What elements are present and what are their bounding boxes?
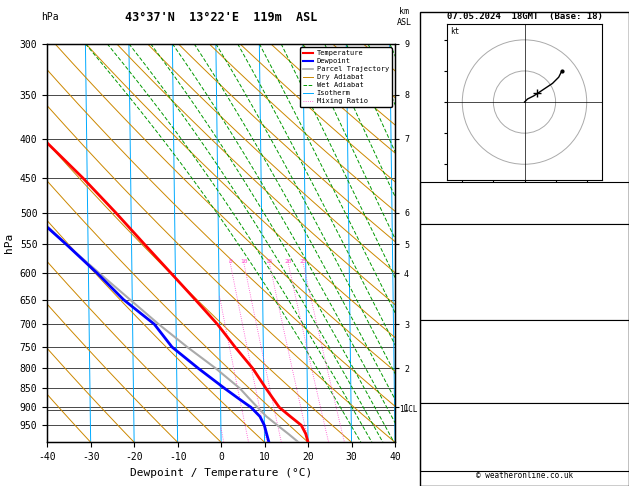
Text: 07.05.2024  18GMT  (Base: 18): 07.05.2024 18GMT (Base: 18) — [447, 12, 603, 21]
Text: 25: 25 — [299, 260, 306, 264]
Text: 20: 20 — [284, 260, 292, 264]
Text: 32: 32 — [616, 310, 626, 319]
Text: 999: 999 — [611, 332, 626, 341]
Text: 29: 29 — [616, 185, 626, 193]
Text: StmSpd (kt): StmSpd (kt) — [425, 461, 480, 470]
Text: 43°37'N  13°22'E  119m  ASL: 43°37'N 13°22'E 119m ASL — [125, 11, 317, 23]
Text: 32: 32 — [616, 393, 626, 401]
Text: hPa: hPa — [41, 12, 58, 22]
Text: Temp (°C): Temp (°C) — [425, 236, 470, 244]
Text: 48: 48 — [616, 198, 626, 208]
Text: Lifted Index: Lifted Index — [425, 362, 485, 371]
Text: Dewp (°C): Dewp (°C) — [425, 250, 470, 260]
Text: 8: 8 — [228, 260, 232, 264]
Text: 17.8: 17.8 — [606, 236, 626, 244]
Text: SREH: SREH — [425, 430, 445, 439]
Text: θₑ (K): θₑ (K) — [425, 347, 455, 356]
Text: 1: 1 — [621, 362, 626, 371]
Text: 315: 315 — [611, 265, 626, 274]
Text: 1: 1 — [621, 280, 626, 289]
Text: 45: 45 — [616, 378, 626, 386]
Text: 12: 12 — [616, 461, 626, 470]
Text: EH: EH — [425, 415, 435, 424]
Text: CIN (J): CIN (J) — [425, 310, 460, 319]
Text: 11.4: 11.4 — [606, 250, 626, 260]
Text: kt: kt — [450, 27, 459, 36]
Text: Hodograph: Hodograph — [502, 408, 547, 417]
Text: Most Unstable: Most Unstable — [492, 326, 557, 335]
Legend: Temperature, Dewpoint, Parcel Trajectory, Dry Adiabat, Wet Adiabat, Isotherm, Mi: Temperature, Dewpoint, Parcel Trajectory… — [300, 47, 391, 107]
Text: StmDir: StmDir — [425, 446, 455, 455]
Text: Pressure (mb): Pressure (mb) — [425, 332, 490, 341]
Text: 258°: 258° — [606, 446, 626, 455]
Text: CIN (J): CIN (J) — [425, 393, 460, 401]
Text: PW (cm): PW (cm) — [425, 212, 460, 221]
X-axis label: Dewpoint / Temperature (°C): Dewpoint / Temperature (°C) — [130, 468, 312, 478]
Text: Surface: Surface — [507, 229, 542, 239]
Text: 2.37: 2.37 — [606, 212, 626, 221]
Text: Lifted Index: Lifted Index — [425, 280, 485, 289]
Text: 45: 45 — [616, 295, 626, 304]
Text: 70: 70 — [616, 430, 626, 439]
Text: K: K — [425, 185, 430, 193]
Text: km
ASL: km ASL — [397, 7, 412, 27]
Text: 15: 15 — [265, 260, 273, 264]
Text: CAPE (J): CAPE (J) — [425, 295, 465, 304]
Text: 47: 47 — [616, 415, 626, 424]
Text: 315: 315 — [611, 347, 626, 356]
Y-axis label: hPa: hPa — [4, 233, 14, 253]
Text: © weatheronline.co.uk: © weatheronline.co.uk — [476, 470, 573, 480]
Text: CAPE (J): CAPE (J) — [425, 378, 465, 386]
Text: θₑ(K): θₑ(K) — [425, 265, 450, 274]
Text: Totals Totals: Totals Totals — [425, 198, 490, 208]
Text: 1LCL: 1LCL — [399, 405, 418, 414]
Text: 10: 10 — [240, 260, 247, 264]
